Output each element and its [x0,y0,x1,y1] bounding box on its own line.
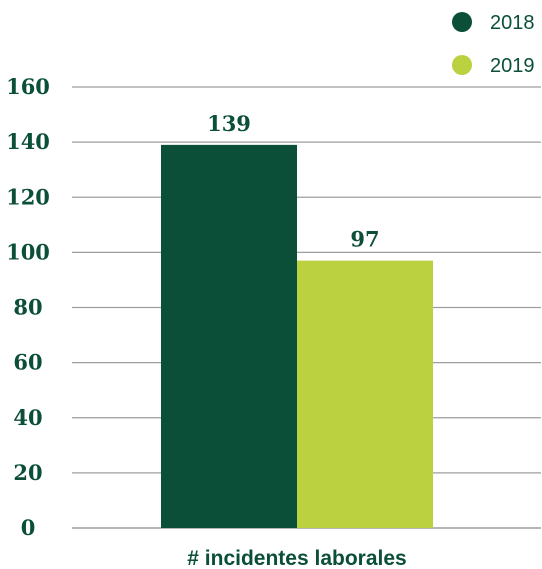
bar-2019 [297,260,433,528]
data-label-2019: 97 [350,227,379,252]
data-labels: 139 97 [207,111,380,252]
legend-label-2019: 2019 [490,55,535,77]
data-label-2018: 139 [207,111,251,136]
y-tick-label: 20 [13,460,42,485]
y-tick-label: 0 [21,515,36,540]
bars [161,144,433,528]
legend: 2018 2019 [452,12,535,77]
y-axis-ticks: 0 20 40 60 80 100 120 140 160 [6,74,50,540]
x-axis-label: # incidentes laborales [187,547,406,569]
legend-marker-2018 [452,12,472,32]
y-tick-label: 80 [13,295,42,320]
y-tick-label: 100 [6,239,50,264]
y-tick-label: 60 [13,350,42,375]
legend-marker-2019 [452,55,472,75]
y-tick-label: 160 [6,74,50,99]
bar-2018 [161,144,297,528]
y-tick-label: 140 [6,129,50,154]
legend-label-2018: 2018 [490,12,535,34]
y-tick-label: 120 [6,184,50,209]
y-tick-label: 40 [13,405,42,430]
